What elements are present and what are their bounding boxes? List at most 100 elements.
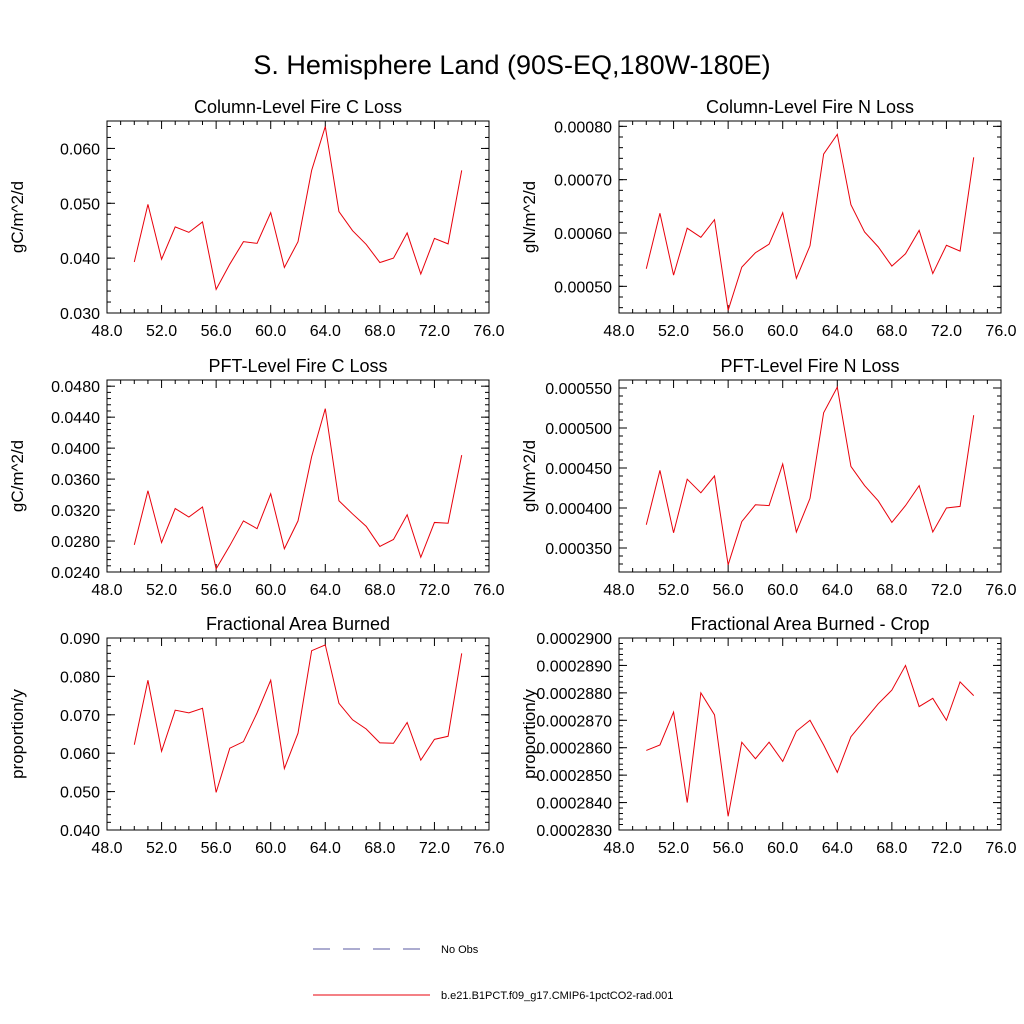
y-tick-label: 0.0002850: [536, 768, 612, 785]
panel-title: PFT-Level Fire C Loss: [208, 356, 387, 376]
y-tick-label: 0.00060: [554, 226, 612, 243]
x-tick-label: 48.0: [91, 840, 122, 857]
x-tick-label: 68.0: [364, 840, 395, 857]
y-axis-label: proportion/y: [8, 689, 27, 779]
y-tick-label: 0.050: [60, 196, 100, 213]
x-tick-label: 52.0: [146, 582, 177, 599]
x-tick-label: 64.0: [822, 582, 853, 599]
x-tick-label: 76.0: [985, 582, 1016, 599]
series-line: [133, 644, 463, 793]
x-tick-label: 52.0: [658, 582, 689, 599]
y-tick-label: 0.000350: [545, 541, 612, 558]
plot-frame: [618, 120, 1002, 314]
x-tick-label: 52.0: [146, 323, 177, 340]
x-tick-label: 48.0: [603, 582, 634, 599]
x-tick-label: 72.0: [419, 582, 450, 599]
x-tick-label: 52.0: [658, 840, 689, 857]
x-tick-label: 48.0: [91, 323, 122, 340]
y-tick-label: 0.080: [60, 669, 100, 686]
x-tick-label: 76.0: [473, 840, 504, 857]
x-tick-label: 68.0: [364, 323, 395, 340]
series-line: [133, 126, 463, 291]
x-tick-label: 56.0: [713, 840, 744, 857]
chart-panels: Column-Level Fire C Loss gC/m^2/d 48.0 52.0…: [8, 97, 1017, 857]
y-axis-label: gC/m^2/d: [8, 440, 27, 512]
x-tick-label: 72.0: [931, 323, 962, 340]
y-tick-label: 0.000400: [545, 501, 612, 518]
x-tick-label: 64.0: [310, 840, 341, 857]
panel-fractional-area-burned-crop: Fractional Area Burned - Crop proportion/…: [520, 614, 1017, 857]
x-tick-label: 56.0: [201, 582, 232, 599]
x-tick-label: 56.0: [201, 840, 232, 857]
panel-title: Fractional Area Burned: [206, 614, 390, 634]
series-line: [646, 664, 975, 817]
y-tick-label: 0.000450: [545, 461, 612, 478]
legend: No Obs b.e21.B1PCT.f09_g17.CMIP6-1pctCO2…: [313, 944, 673, 1002]
y-tick-label: 0.030: [60, 306, 100, 323]
series-line: [645, 385, 975, 565]
x-tick-label: 52.0: [658, 323, 689, 340]
x-tick-label: 68.0: [876, 323, 907, 340]
x-tick-label: 56.0: [713, 323, 744, 340]
x-tick-label: 60.0: [767, 582, 798, 599]
y-tick-label: 0.00080: [554, 119, 612, 136]
x-tick-label: 48.0: [603, 323, 634, 340]
y-tick-label: 0.060: [60, 746, 100, 763]
x-tick-label: 48.0: [91, 582, 122, 599]
legend-label-no-obs: No Obs: [441, 944, 479, 956]
x-tick-label: 68.0: [876, 582, 907, 599]
plot-frame: [618, 637, 1002, 831]
x-tick-label: 48.0: [603, 840, 634, 857]
y-tick-label: 0.0002900: [536, 631, 612, 648]
y-tick-label: 0.040: [60, 251, 100, 268]
y-tick-label: 0.0440: [51, 410, 100, 427]
y-tick-label: 0.0002830: [536, 823, 612, 840]
x-tick-label: 60.0: [255, 840, 286, 857]
y-tick-label: 0.00050: [554, 279, 612, 296]
panel-column-level-fire-n-loss: Column-Level Fire N Loss gN/m^2/d 48.0 52.0…: [520, 97, 1017, 340]
x-tick-label: 76.0: [473, 582, 504, 599]
x-tick-label: 72.0: [931, 840, 962, 857]
y-tick-label: 0.0002870: [536, 713, 612, 730]
panel-pft-level-fire-n-loss: PFT-Level Fire N Loss gN/m^2/d 48.0 52.0 56.…: [520, 356, 1017, 599]
x-tick-label: 72.0: [419, 323, 450, 340]
x-tick-label: 76.0: [473, 323, 504, 340]
y-tick-label: 0.0002890: [536, 658, 612, 675]
x-tick-label: 60.0: [767, 323, 798, 340]
x-tick-label: 60.0: [767, 840, 798, 857]
y-tick-label: 0.000550: [545, 381, 612, 398]
y-tick-label: 0.0002860: [536, 741, 612, 758]
legend-label-model-run: b.e21.B1PCT.f09_g17.CMIP6-1pctCO2-rad.00…: [441, 990, 673, 1002]
y-tick-label: 0.0002880: [536, 686, 612, 703]
panel-title: PFT-Level Fire N Loss: [720, 356, 899, 376]
panel-title: Column-Level Fire N Loss: [706, 97, 914, 117]
x-tick-label: 52.0: [146, 840, 177, 857]
y-tick-label: 0.0360: [51, 472, 100, 489]
panel-column-level-fire-c-loss: Column-Level Fire C Loss gC/m^2/d 48.0 52.0…: [8, 97, 505, 340]
y-tick-label: 0.040: [60, 823, 100, 840]
y-tick-label: 0.0280: [51, 534, 100, 551]
y-tick-label: 0.070: [60, 708, 100, 725]
x-tick-label: 60.0: [255, 323, 286, 340]
x-tick-label: 56.0: [713, 582, 744, 599]
y-tick-label: 0.090: [60, 631, 100, 648]
plot-frame: [106, 120, 490, 314]
series-line: [133, 408, 463, 571]
y-tick-label: 0.0002840: [536, 796, 612, 813]
x-tick-label: 64.0: [822, 840, 853, 857]
y-tick-label: 0.00070: [554, 173, 612, 190]
x-tick-label: 76.0: [985, 323, 1016, 340]
x-tick-label: 72.0: [419, 840, 450, 857]
y-axis-label: proportion/y: [520, 689, 539, 779]
x-tick-label: 72.0: [931, 582, 962, 599]
y-tick-label: 0.050: [60, 785, 100, 802]
x-tick-label: 76.0: [985, 840, 1016, 857]
x-tick-label: 68.0: [876, 840, 907, 857]
x-tick-label: 68.0: [364, 582, 395, 599]
figure-title: S. Hemisphere Land (90S-EQ,180W-180E): [253, 50, 770, 80]
plot-frame: [106, 379, 490, 573]
y-tick-label: 0.000500: [545, 421, 612, 438]
panel-pft-level-fire-c-loss: PFT-Level Fire C Loss gC/m^2/d 48.0 52.0 56.…: [8, 356, 505, 599]
x-tick-label: 60.0: [255, 582, 286, 599]
